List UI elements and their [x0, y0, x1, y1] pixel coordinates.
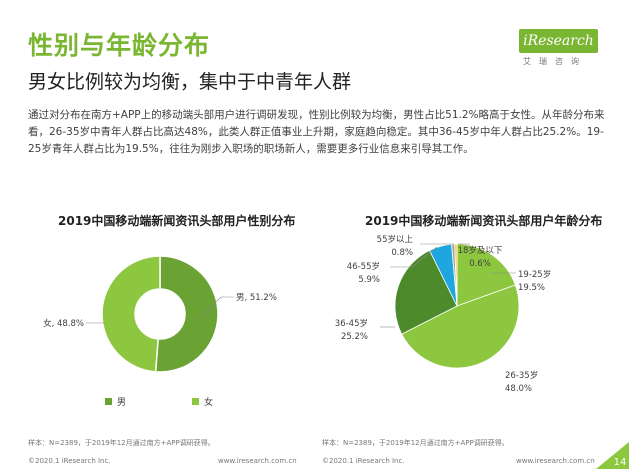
page-number: 14	[614, 457, 627, 468]
gender-chart-title: 2019中国移动端新闻资讯头部用户性别分布	[58, 214, 296, 228]
age-slice-26-35-name: 26-35岁	[505, 370, 538, 381]
age-slice-36-45-name: 36-45岁	[335, 318, 368, 329]
age-slice-55plus-name: 55岁以上	[377, 234, 414, 245]
legend-label-male: 男	[117, 398, 127, 408]
gender-label-male: 男, 51.2%	[236, 293, 277, 303]
page-subtitle: 男女比例较为均衡，集中于中青年人群	[28, 71, 352, 93]
age-slice-18-under	[454, 243, 458, 307]
intro-paragraph: 通过对分布在南方+APP上的移动端头部用户进行调研发现，性别比例较为均衡，男性占…	[28, 109, 605, 155]
page-number-badge: 14	[596, 442, 629, 469]
age-chart-title: 2019中国移动端新闻资讯头部用户年龄分布	[365, 214, 603, 228]
gender-leader-male	[199, 296, 234, 319]
copyright-left: ©2020.1 iResearch Inc.	[28, 457, 111, 465]
legend-swatch-male	[105, 398, 112, 405]
url-left: www.iresearch.com.cn	[218, 457, 297, 465]
legend-male: 男	[105, 395, 126, 408]
age-slice-46-55-leader	[390, 246, 438, 268]
age-slice-36-45-value: 25.2%	[341, 332, 368, 342]
gender-slice-female	[101, 255, 161, 373]
age-slice-18-under-value: 0.6%	[469, 259, 491, 269]
age-slice-46-55-name: 46-55岁	[347, 261, 380, 272]
age-slice-55plus-value: 0.8%	[391, 248, 413, 258]
age-slice-26-35-value: 48.0%	[505, 384, 532, 394]
sample-note-left: 样本：N=2389，于2019年12月通过南方+APP调研获得。	[28, 439, 215, 447]
url-right: www.iresearch.com.cn	[516, 457, 595, 465]
age-pie-chart: 19-25岁 19.5% 26-35岁 48.0% 36-45岁 25.2% 46-55岁 5…	[335, 234, 551, 394]
page-title: 性别与年龄分布	[28, 31, 211, 60]
age-slice-18-under-name: 18岁及以下	[458, 245, 503, 256]
legend-female: 女	[192, 395, 213, 408]
age-slice-46-55-value: 5.9%	[358, 275, 380, 285]
logo-subtitle: 艾瑞咨询	[523, 57, 587, 66]
iresearch-logo: iResearch	[519, 29, 598, 53]
age-slice-26-35	[401, 284, 520, 369]
legend-swatch-female	[192, 398, 199, 405]
age-slice-19-25-value: 19.5%	[518, 283, 545, 293]
sample-note-right: 样本：N=2389，于2019年12月通过南方+APP调研获得。	[322, 439, 509, 447]
legend-label-female: 女	[204, 398, 214, 408]
age-slice-19-25-name: 19-25岁	[518, 269, 551, 280]
age-slice-36-45	[394, 249, 458, 335]
gender-slice-male	[154, 255, 219, 373]
gender-donut-chart: 男, 51.2% 女, 48.8%	[43, 255, 277, 373]
gender-label-female: 女, 48.8%	[43, 318, 84, 329]
copyright-right: ©2020.1 iResearch Inc.	[322, 457, 405, 465]
